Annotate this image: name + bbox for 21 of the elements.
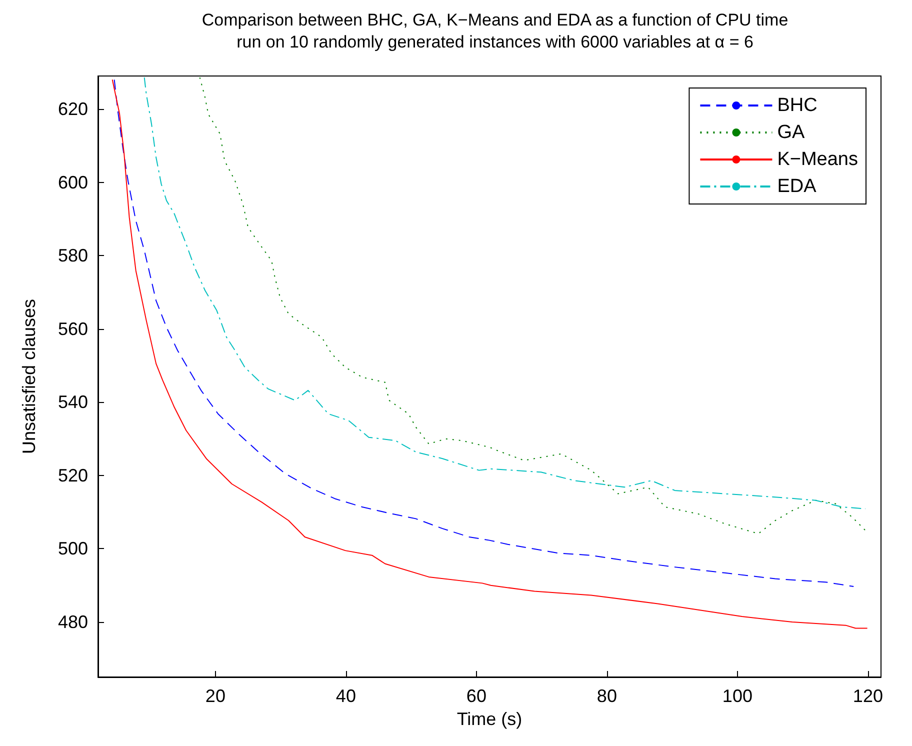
x-tick-label: 100 (722, 686, 752, 706)
chart-title: Comparison between BHC, GA, K−Means and EDA as a function of CPU time run on 10 randomly generated instances with 6000 variables at α = 6 (202, 10, 788, 52)
legend-label: EDA (777, 176, 817, 197)
legend-label: GA (777, 122, 805, 143)
y-tick-label: 600 (58, 172, 88, 192)
y-tick-label: 500 (58, 538, 88, 559)
y-tick-label: 540 (58, 392, 88, 412)
y-tick-label: 480 (58, 612, 88, 632)
legend-label: BHC (777, 95, 818, 116)
y-axis-title: Unsatisfied clauses (19, 298, 39, 454)
y-tick-label: 580 (58, 246, 88, 266)
legend-label: K−Means (777, 149, 858, 170)
x-axis-title: Time (s) (456, 709, 522, 729)
y-tick-label: 560 (58, 318, 88, 339)
x-tick-label: 60 (466, 686, 486, 706)
x-tick-label: 120 (852, 686, 883, 706)
y-tick-label: 520 (58, 465, 88, 486)
y-tick-label: 620 (58, 98, 88, 119)
x-tick-label: 80 (596, 686, 617, 706)
x-tick-label: 20 (205, 686, 226, 706)
x-tick-label: 40 (336, 686, 356, 706)
